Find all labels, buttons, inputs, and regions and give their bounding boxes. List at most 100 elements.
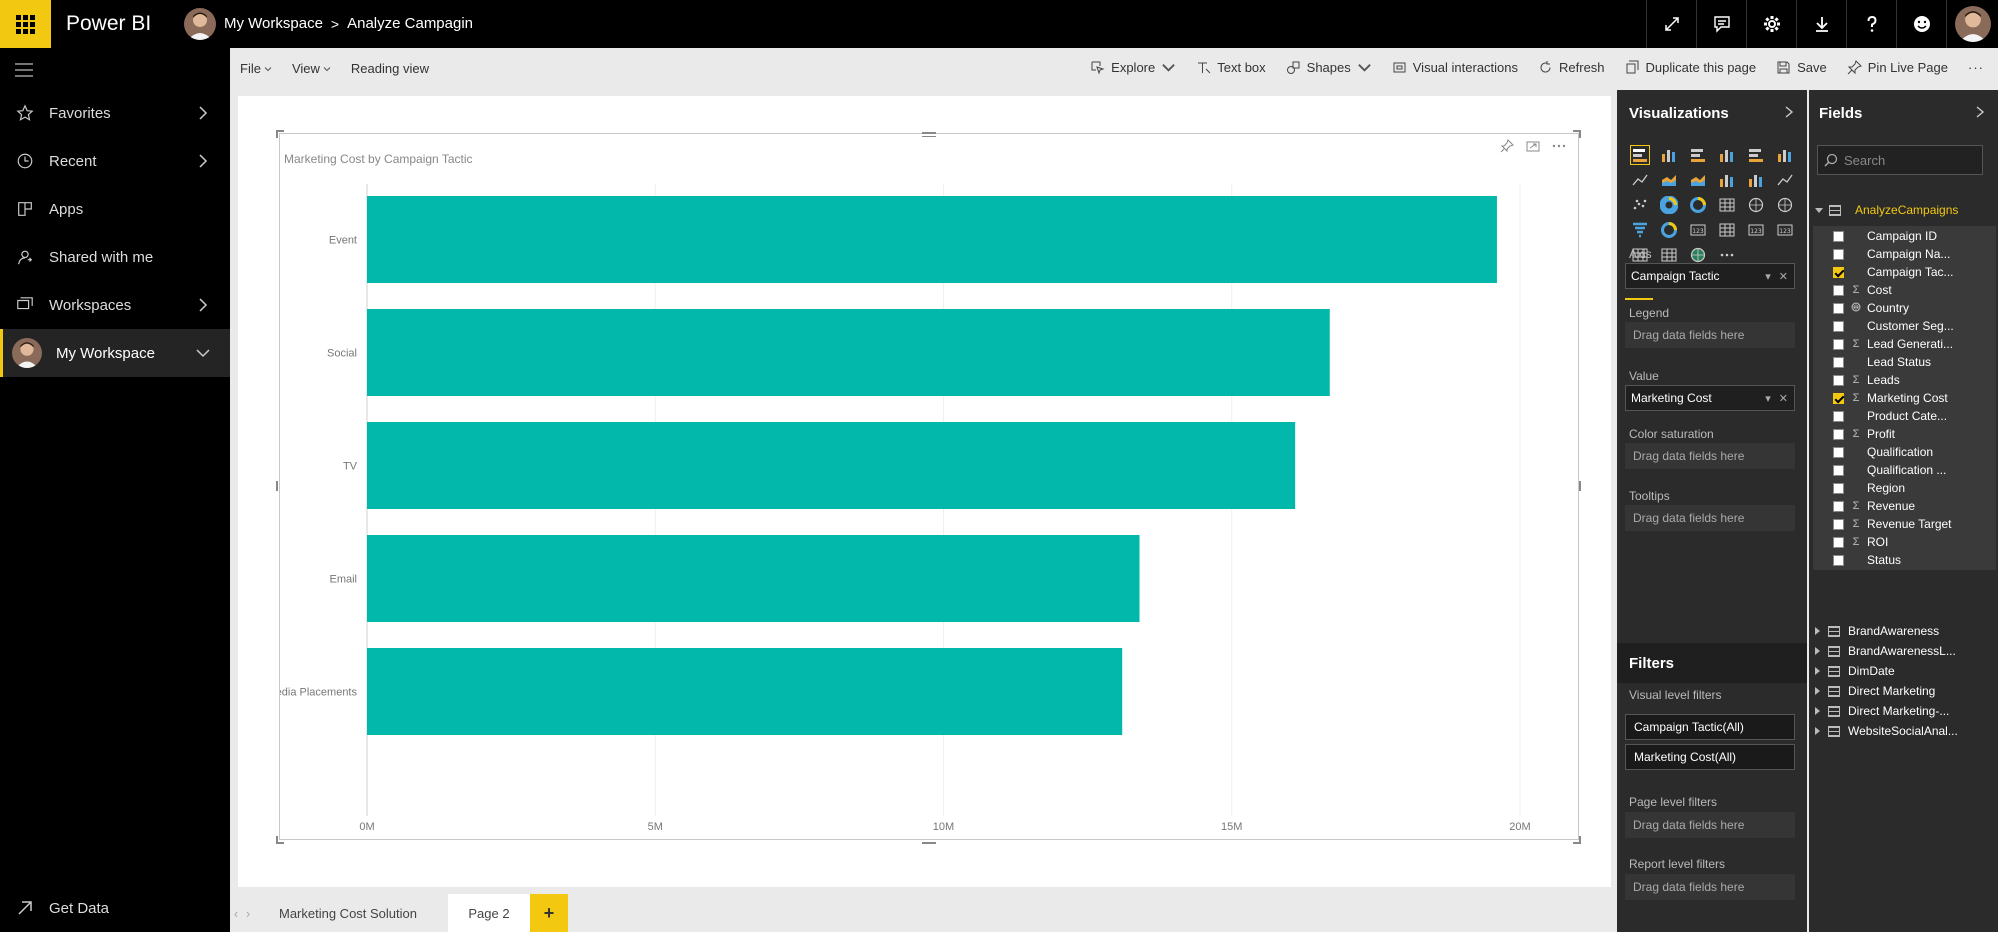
filter-marketing-cost[interactable]: Marketing Cost(All) bbox=[1625, 744, 1795, 770]
bar[interactable] bbox=[367, 309, 1330, 396]
focus-mode-icon[interactable] bbox=[1526, 139, 1540, 153]
help-button[interactable] bbox=[1846, 0, 1896, 48]
breadcrumb-workspace[interactable]: My Workspace bbox=[224, 15, 323, 32]
bar[interactable] bbox=[367, 648, 1123, 735]
viz-pie-icon[interactable] bbox=[1654, 192, 1683, 217]
field-row[interactable]: Campaign Tac... bbox=[1813, 262, 1996, 282]
table-row[interactable]: BrandAwarenessL... bbox=[1815, 641, 1956, 661]
viz-gauge-icon[interactable] bbox=[1654, 217, 1683, 242]
bar[interactable] bbox=[367, 196, 1497, 283]
duplicate-page-button[interactable]: Duplicate this page bbox=[1625, 60, 1756, 75]
viz-funnel-icon[interactable] bbox=[1625, 217, 1654, 242]
tooltips-well[interactable]: Drag data fields here bbox=[1625, 505, 1795, 531]
close-icon[interactable]: ✕ bbox=[1778, 271, 1788, 283]
hamburger-icon[interactable] bbox=[14, 62, 34, 78]
viz-multi-row-card-icon[interactable] bbox=[1712, 217, 1741, 242]
chevron-down-icon[interactable] bbox=[194, 343, 212, 363]
field-row[interactable]: Customer Seg... bbox=[1813, 316, 1996, 336]
value-well[interactable]: Marketing Cost ▾ ✕ bbox=[1625, 385, 1795, 411]
filter-campaign-tactic[interactable]: Campaign Tactic(All) bbox=[1625, 714, 1795, 740]
refresh-button[interactable]: Refresh bbox=[1538, 60, 1605, 75]
file-menu[interactable]: File bbox=[240, 61, 272, 76]
view-menu[interactable]: View bbox=[292, 61, 331, 76]
legend-well[interactable]: Drag data fields here bbox=[1625, 322, 1795, 348]
viz-stacked-column-icon[interactable] bbox=[1654, 142, 1683, 167]
viz-area-icon[interactable] bbox=[1654, 167, 1683, 192]
field-row[interactable]: Country bbox=[1813, 298, 1996, 318]
field-row[interactable]: Σ Leads bbox=[1813, 370, 1996, 390]
table-row[interactable]: WebsiteSocialAnal... bbox=[1815, 721, 1958, 741]
more-options-button[interactable]: ··· bbox=[1968, 60, 1984, 75]
chevron-right-icon[interactable] bbox=[1783, 105, 1795, 119]
field-checkbox[interactable] bbox=[1833, 356, 1844, 368]
field-checkbox[interactable] bbox=[1833, 320, 1844, 332]
viz-stacked-area-icon[interactable] bbox=[1683, 167, 1712, 192]
field-checkbox[interactable] bbox=[1833, 248, 1844, 260]
field-row[interactable]: Σ ROI bbox=[1813, 532, 1996, 552]
save-button[interactable]: Save bbox=[1776, 60, 1827, 75]
field-checkbox[interactable] bbox=[1833, 266, 1844, 278]
table-row[interactable]: DimDate bbox=[1815, 661, 1895, 681]
viz-donut-icon[interactable] bbox=[1683, 192, 1712, 217]
field-row[interactable]: Qualification bbox=[1813, 442, 1996, 462]
field-checkbox[interactable] bbox=[1833, 410, 1844, 422]
resize-handle-right[interactable] bbox=[1579, 481, 1581, 491]
nav-item-shared-with-me[interactable]: Shared with me bbox=[0, 233, 230, 281]
field-checkbox[interactable] bbox=[1833, 338, 1844, 350]
field-row[interactable]: Region bbox=[1813, 478, 1996, 498]
viz-stacked-bar-icon[interactable] bbox=[1625, 142, 1654, 167]
comment-button[interactable] bbox=[1696, 0, 1746, 48]
viz-matrix-icon[interactable] bbox=[1654, 242, 1683, 267]
viz-map-icon[interactable] bbox=[1741, 192, 1770, 217]
viz-clustered-column-icon[interactable] bbox=[1712, 142, 1741, 167]
axis-well[interactable]: Campaign Tactic ▾ ✕ bbox=[1625, 263, 1795, 289]
viz-scatter-icon[interactable] bbox=[1625, 192, 1654, 217]
resize-handle-tl-v[interactable] bbox=[276, 130, 278, 138]
field-checkbox[interactable] bbox=[1833, 482, 1844, 494]
resize-handle-bl[interactable] bbox=[276, 842, 284, 844]
table-row[interactable]: BrandAwareness bbox=[1815, 621, 1939, 641]
report-canvas[interactable]: Marketing Cost by Campaign Tactic 0M 5M 10… bbox=[238, 96, 1611, 887]
chevron-down-icon[interactable]: ▾ bbox=[1765, 393, 1771, 405]
field-checkbox[interactable] bbox=[1833, 392, 1844, 404]
pin-icon[interactable] bbox=[1500, 139, 1514, 153]
color-saturation-well[interactable]: Drag data fields here bbox=[1625, 443, 1795, 469]
viz-table-icon[interactable] bbox=[1625, 242, 1654, 267]
app-launcher-button[interactable] bbox=[0, 0, 51, 48]
add-page-button[interactable]: + bbox=[530, 894, 568, 932]
field-row[interactable]: Σ Profit bbox=[1813, 424, 1996, 444]
viz-slicer-icon[interactable]: 123 bbox=[1770, 217, 1799, 242]
viz-clustered-bar-icon[interactable] bbox=[1683, 142, 1712, 167]
viz-ribbon-icon[interactable] bbox=[1770, 167, 1799, 192]
field-row[interactable]: Qualification ... bbox=[1813, 460, 1996, 480]
report-filters-well[interactable]: Drag data fields here bbox=[1625, 874, 1795, 900]
field-row[interactable]: Σ Lead Generati... bbox=[1813, 334, 1996, 354]
resize-handle-tr[interactable] bbox=[1573, 130, 1581, 132]
more-options-icon[interactable] bbox=[1552, 139, 1566, 153]
resize-handle-br[interactable] bbox=[1573, 842, 1581, 844]
field-checkbox[interactable] bbox=[1833, 464, 1844, 476]
close-icon[interactable]: ✕ bbox=[1778, 393, 1788, 405]
nav-item-favorites[interactable]: Favorites bbox=[0, 89, 230, 137]
chevron-down-icon[interactable]: ▾ bbox=[1765, 271, 1771, 283]
resize-handle-bottom[interactable] bbox=[922, 842, 936, 844]
viz-treemap-icon[interactable] bbox=[1712, 192, 1741, 217]
resize-handle-left[interactable] bbox=[276, 481, 278, 491]
viz-filled-map-icon[interactable] bbox=[1770, 192, 1799, 217]
field-checkbox[interactable] bbox=[1833, 536, 1844, 548]
viz-line-icon[interactable] bbox=[1625, 167, 1654, 192]
product-name[interactable]: Power BI bbox=[66, 12, 152, 35]
resize-handle-br-v[interactable] bbox=[1579, 836, 1581, 844]
field-row[interactable]: Σ Cost bbox=[1813, 280, 1996, 300]
field-row[interactable]: Lead Status bbox=[1813, 352, 1996, 372]
visual-interactions-button[interactable]: Visual interactions bbox=[1392, 60, 1518, 75]
field-checkbox[interactable] bbox=[1833, 374, 1844, 386]
field-checkbox[interactable] bbox=[1833, 500, 1844, 512]
table-row[interactable]: Direct Marketing-... bbox=[1815, 701, 1949, 721]
text-box-button[interactable]: Text box bbox=[1196, 60, 1266, 75]
bar[interactable] bbox=[367, 535, 1140, 622]
field-row[interactable]: Σ Marketing Cost bbox=[1813, 388, 1996, 408]
resize-handle-tr-v[interactable] bbox=[1579, 130, 1581, 138]
field-checkbox[interactable] bbox=[1833, 230, 1844, 242]
nav-item-workspaces[interactable]: Workspaces bbox=[0, 281, 230, 329]
